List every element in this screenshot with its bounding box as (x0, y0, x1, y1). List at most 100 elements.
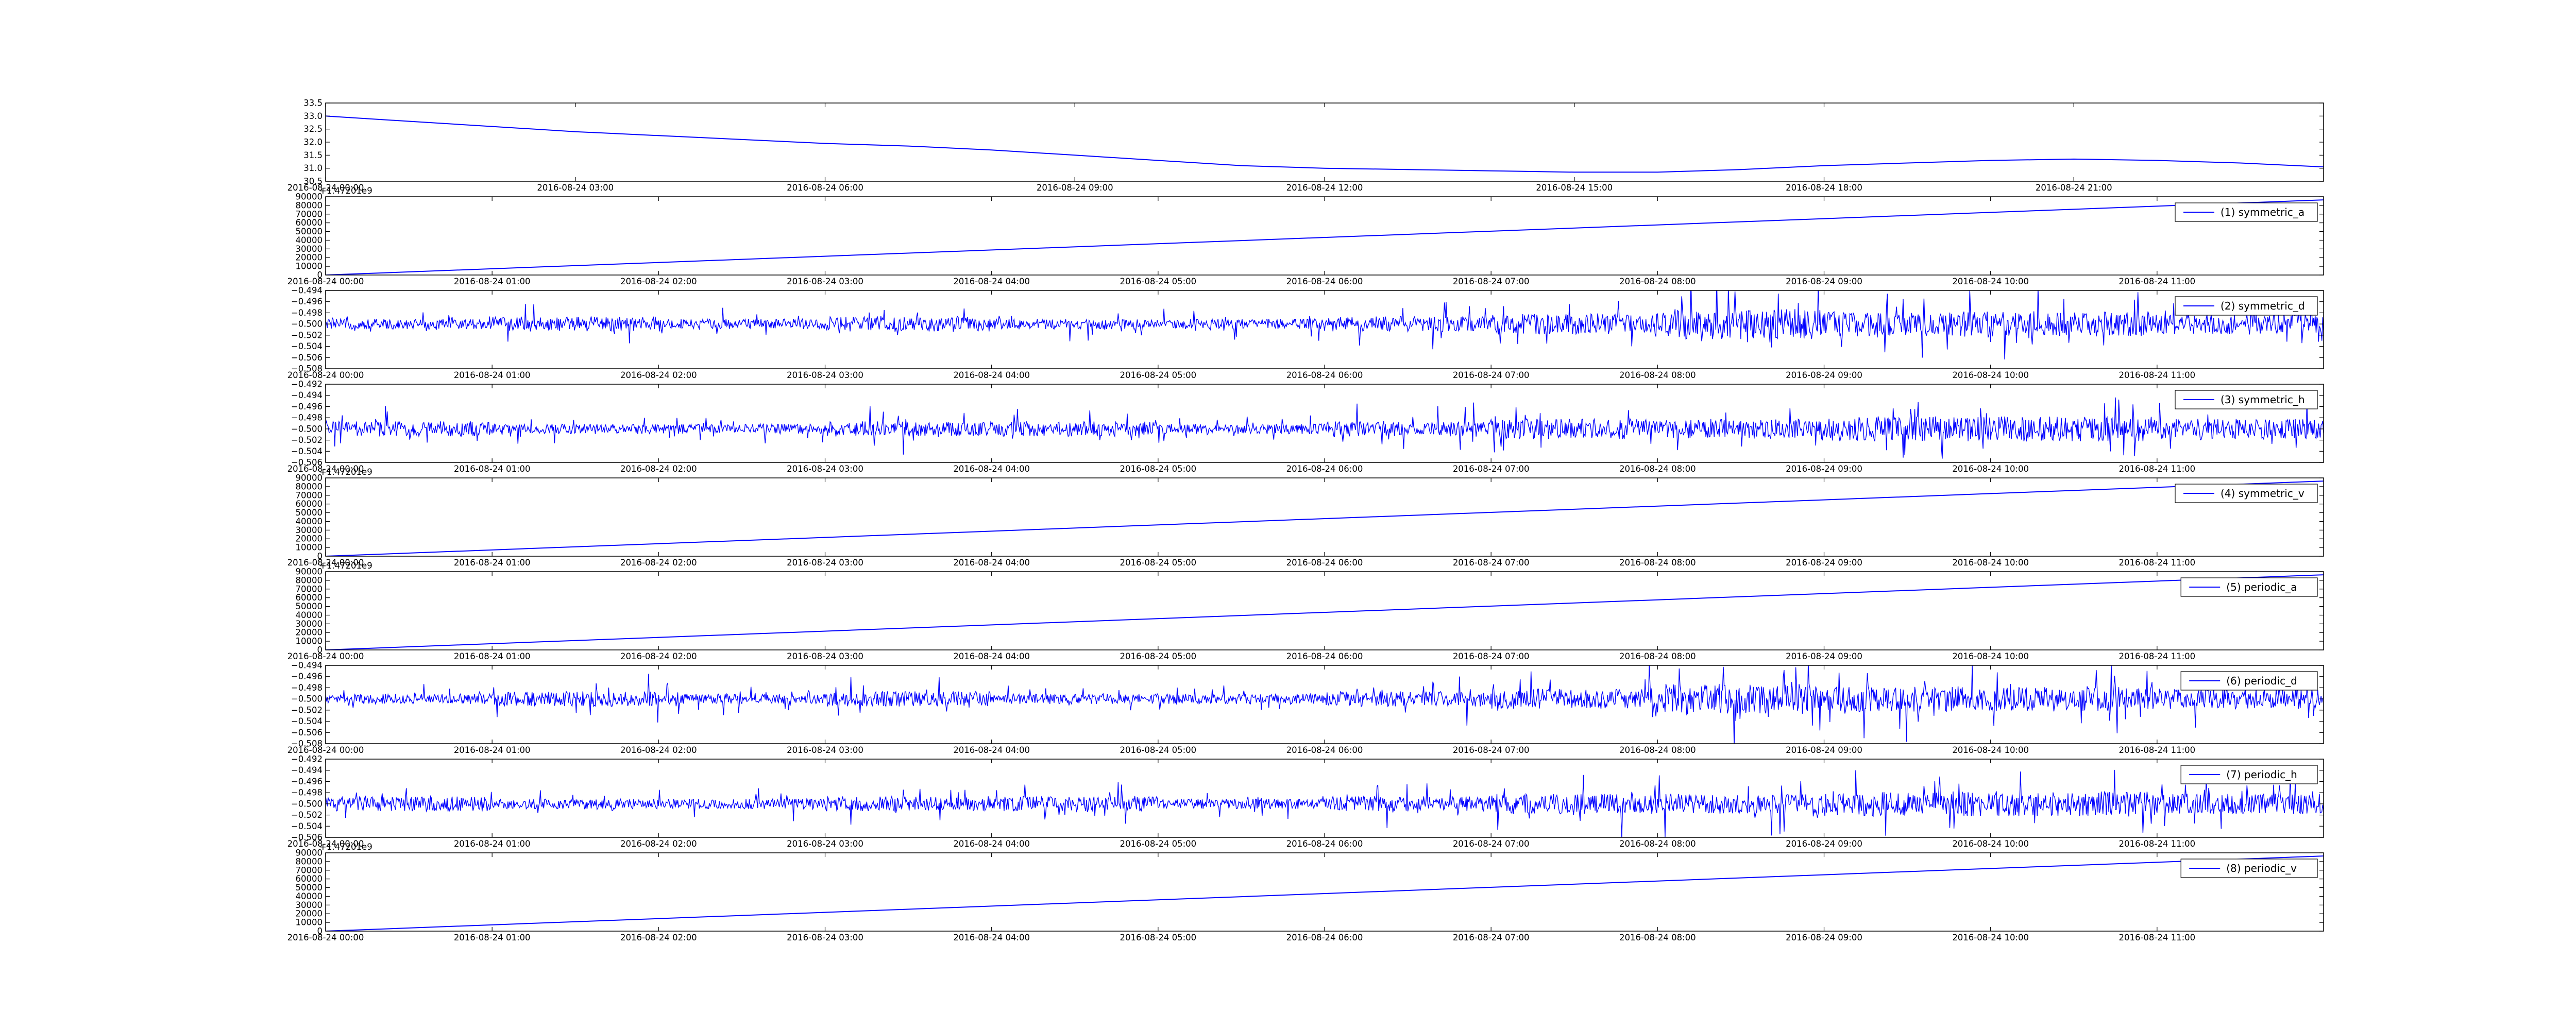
y-tick-label: 50000 (296, 883, 323, 892)
y-tick-label: 50000 (296, 602, 323, 611)
x-tick-label: 2016-08-24 00:00 (287, 745, 364, 755)
x-tick-label: 2016-08-24 08:00 (1619, 933, 1696, 942)
x-tick-label: 2016-08-24 01:00 (454, 651, 531, 661)
legend-label: (6) periodic_d (2226, 675, 2297, 687)
y-tick-label: 20000 (296, 253, 323, 263)
x-tick-label: 2016-08-24 09:00 (1786, 558, 1862, 568)
y-tick-label: 90000 (296, 473, 323, 483)
y-tick-label: −0.504 (291, 341, 323, 351)
y-tick-label: −0.498 (291, 683, 323, 693)
x-tick-label: 2016-08-24 06:00 (1286, 839, 1363, 849)
x-tick-label: 2016-08-24 10:00 (1952, 933, 2029, 942)
series-line-4 (326, 480, 2324, 556)
y-tick-label: −0.502 (291, 810, 323, 820)
x-tick-label: 2016-08-24 00:00 (287, 558, 364, 568)
x-tick-label: 2016-08-24 02:00 (620, 464, 697, 474)
x-tick-label: 2016-08-24 08:00 (1619, 558, 1696, 568)
x-tick-label: 2016-08-24 06:00 (787, 183, 863, 193)
x-tick-label: 2016-08-24 05:00 (1120, 558, 1196, 568)
y-tick-label: 80000 (296, 856, 323, 866)
y-tick-label: −0.500 (291, 694, 323, 704)
x-tick-label: 2016-08-24 09:00 (1786, 745, 1862, 755)
x-tick-label: 2016-08-24 00:00 (287, 183, 364, 193)
x-tick-label: 2016-08-24 03:00 (537, 183, 614, 193)
y-tick-label: 80000 (296, 575, 323, 585)
y-tick-label: 20000 (296, 628, 323, 638)
y-tick-label: −0.498 (291, 788, 323, 798)
x-tick-label: 2016-08-24 11:00 (2119, 370, 2195, 380)
x-tick-label: 2016-08-24 09:00 (1786, 277, 1862, 286)
y-tick-label: 0 (317, 926, 323, 936)
x-tick-label: 2016-08-24 02:00 (620, 933, 697, 942)
subplot-stack: 2016-08-24 00:00 2016-08-24 03:00 2016-08-… (287, 98, 2324, 942)
y-tick-label: −0.506 (291, 458, 323, 468)
series-line-8 (326, 855, 2324, 931)
x-tick-label: 2016-08-24 08:00 (1619, 277, 1696, 286)
x-tick-label: 2016-08-24 05:00 (1120, 464, 1196, 474)
legend: (6) periodic_d (2180, 671, 2318, 691)
y-tick-label: −0.500 (291, 799, 323, 809)
y-tick-label: −0.494 (291, 765, 323, 775)
legend: (1) symmetric_a (2175, 202, 2318, 222)
legend-label: (1) symmetric_a (2221, 206, 2304, 218)
x-tick-label: 2016-08-24 08:00 (1619, 464, 1696, 474)
x-tick-label: 2016-08-24 05:00 (1120, 277, 1196, 286)
x-tick-label: 2016-08-24 02:00 (620, 651, 697, 661)
x-tick-label: 2016-08-24 10:00 (1952, 558, 2029, 568)
legend: (5) periodic_a (2180, 577, 2318, 597)
y-tick-label: −0.496 (291, 672, 323, 681)
x-tick-label: 2016-08-24 11:00 (2119, 933, 2195, 942)
x-tick-label: 2016-08-24 01:00 (454, 933, 531, 942)
x-tick-label: 2016-08-24 03:00 (787, 370, 863, 380)
y-tick-label: 31.0 (303, 163, 323, 173)
x-tick-label: 2016-08-24 08:00 (1619, 651, 1696, 661)
x-tick-label: 2016-08-24 00:00 (287, 651, 364, 661)
y-tick-label: 30000 (296, 619, 323, 629)
y-tick-label: 60000 (296, 593, 323, 603)
x-tick-label: 2016-08-24 04:00 (953, 933, 1030, 942)
y-tick-label: 0 (317, 270, 323, 280)
x-tick-label: 2016-08-24 11:00 (2119, 839, 2195, 849)
y-tick-label: 80000 (296, 200, 323, 210)
x-tick-label: 2016-08-24 07:00 (1453, 745, 1530, 755)
x-tick-label: 2016-08-24 05:00 (1120, 370, 1196, 380)
x-tick-label: 2016-08-24 15:00 (1536, 183, 1613, 193)
y-tick-label: 70000 (296, 490, 323, 500)
x-tick-label: 2016-08-24 02:00 (620, 370, 697, 380)
x-tick-label: 2016-08-24 07:00 (1453, 933, 1530, 942)
x-tick-label: 2016-08-24 03:00 (787, 651, 863, 661)
x-tick-label: 2016-08-24 00:00 (287, 370, 364, 380)
series-line-0 (326, 115, 2324, 173)
series-line-6 (326, 665, 2324, 744)
y-tick-label: −0.504 (291, 447, 323, 456)
y-tick-label: 33.0 (303, 111, 323, 121)
x-tick-label: 2016-08-24 00:00 (287, 277, 364, 286)
y-tick-label: −0.494 (291, 286, 323, 296)
series-line-3 (326, 397, 2324, 459)
x-tick-label: 2016-08-24 11:00 (2119, 464, 2195, 474)
x-tick-label: 2016-08-24 01:00 (454, 370, 531, 380)
y-tick-label: 50000 (296, 508, 323, 518)
x-tick-label: 2016-08-24 09:00 (1786, 839, 1862, 849)
x-tick-label: 2016-08-24 08:00 (1619, 745, 1696, 755)
y-tick-label: −0.504 (291, 716, 323, 726)
y-tick-label: 30.5 (303, 177, 323, 186)
y-tick-label: 32.0 (303, 138, 323, 147)
x-tick-label: 2016-08-24 07:00 (1453, 464, 1530, 474)
x-tick-label: 2016-08-24 04:00 (953, 370, 1030, 380)
y-tick-label: −0.492 (291, 754, 323, 764)
x-tick-label: 2016-08-24 02:00 (620, 558, 697, 568)
x-tick-label: 2016-08-24 10:00 (1952, 464, 2029, 474)
y-tick-label: −0.496 (291, 777, 323, 786)
legend-label: (5) periodic_a (2226, 581, 2297, 593)
y-tick-label: −0.502 (291, 705, 323, 715)
y-tick-label: −0.506 (291, 833, 323, 843)
y-tick-label: −0.506 (291, 353, 323, 363)
y-tick-label: 20000 (296, 909, 323, 919)
subplot-1: 2016-08-24 00:00 2016-08-24 01:00 2016-08-… (287, 186, 2324, 286)
subplot-8: 2016-08-24 00:00 2016-08-24 01:00 2016-08-… (287, 842, 2324, 942)
y-tick-label: 70000 (296, 584, 323, 594)
legend-label: (7) periodic_h (2226, 768, 2297, 781)
legend: (3) symmetric_h (2175, 390, 2318, 409)
y-tick-label: 90000 (296, 567, 323, 577)
